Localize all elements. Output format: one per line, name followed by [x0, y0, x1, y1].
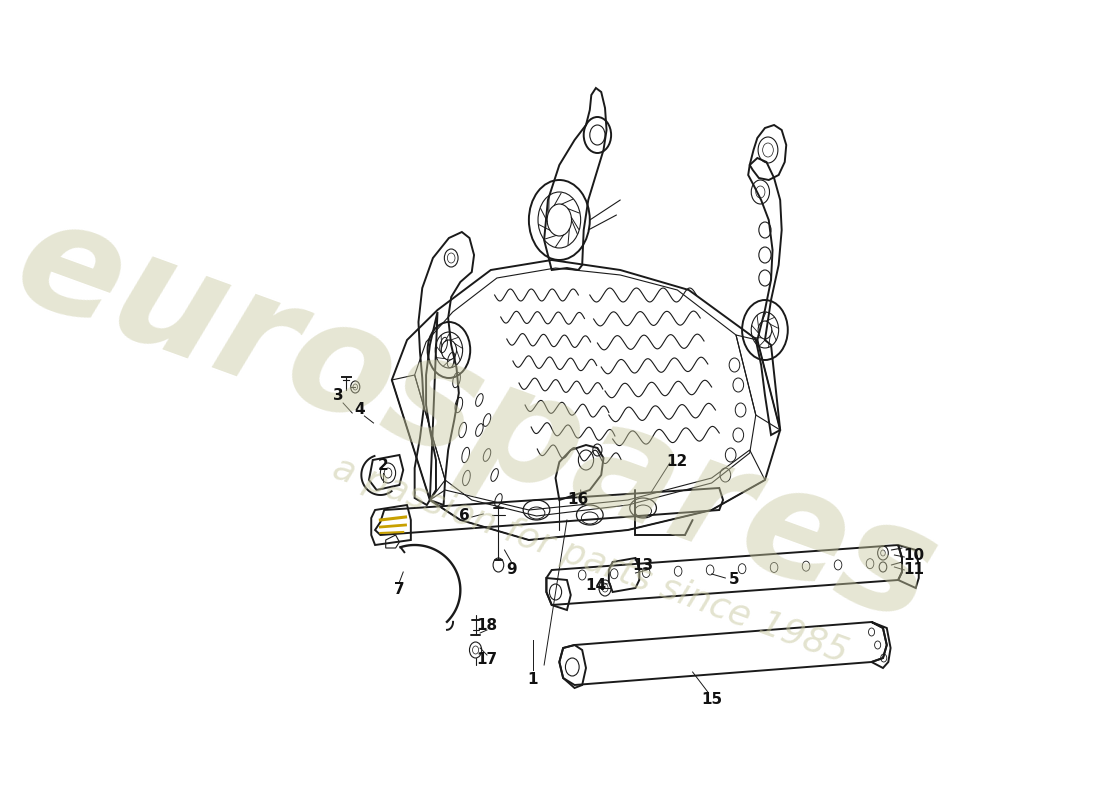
- Text: 13: 13: [632, 558, 653, 573]
- Text: 9: 9: [506, 562, 517, 578]
- Text: 10: 10: [903, 547, 924, 562]
- Text: a passion for parts since 1985: a passion for parts since 1985: [328, 450, 852, 670]
- Text: 17: 17: [476, 653, 497, 667]
- Text: 12: 12: [667, 454, 688, 470]
- Text: 14: 14: [585, 578, 606, 593]
- Text: 6: 6: [459, 507, 470, 522]
- Text: 15: 15: [701, 693, 723, 707]
- Text: 16: 16: [566, 493, 588, 507]
- Text: 1: 1: [527, 673, 538, 687]
- Text: 5: 5: [729, 573, 740, 587]
- Text: 3: 3: [333, 387, 344, 402]
- Text: eurospares: eurospares: [0, 185, 955, 655]
- Text: 11: 11: [903, 562, 924, 578]
- Text: 4: 4: [354, 402, 365, 418]
- Text: 7: 7: [394, 582, 405, 598]
- Text: 2: 2: [377, 458, 388, 473]
- Text: 18: 18: [476, 618, 497, 633]
